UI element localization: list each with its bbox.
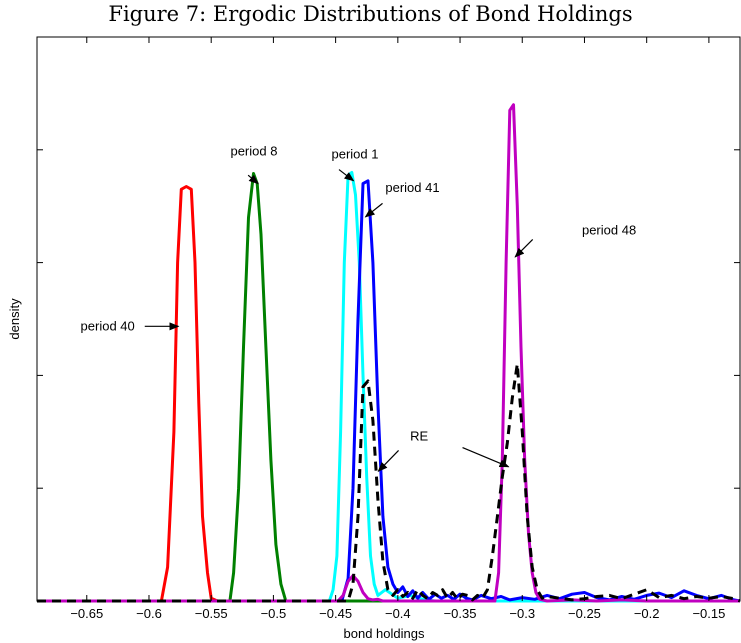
annotation-arrow — [247, 174, 259, 185]
annotation-label: period 41 — [385, 180, 439, 195]
axis-layer: −0.65 −0.6 −0.55 −0.5 −0.45 −0.4 −0.35 −0.3 −0.2… — [37, 37, 740, 621]
x-tick-label: −0.4 — [385, 606, 411, 621]
x-tick-label: −0.2 — [634, 606, 660, 621]
series-line-re — [37, 362, 741, 603]
annotation-arrow — [514, 239, 534, 258]
series-line-period-48 — [37, 103, 740, 603]
x-axis-label: bond holdings — [344, 626, 425, 641]
y-axis-label: density — [7, 298, 22, 340]
x-tick-label: −0.65 — [70, 606, 103, 621]
x-tick-label: −0.55 — [195, 606, 228, 621]
x-tick-label: −0.45 — [319, 606, 352, 621]
x-tick-label: −0.35 — [444, 606, 477, 621]
annotation-label: period 40 — [81, 318, 135, 333]
annotation-arrow — [364, 202, 383, 218]
annotation-label: period 8 — [230, 143, 277, 158]
plot-area-frame — [36, 36, 741, 602]
annotation-label: period 48 — [582, 222, 636, 237]
annotation-layer: period 8 period 1 period 41 period 48 period… — [81, 143, 636, 472]
annotation-arrow — [338, 169, 355, 182]
annotation-label: period 1 — [332, 146, 379, 161]
x-tick-label: −0.5 — [261, 606, 287, 621]
x-tick-label: −0.6 — [136, 606, 162, 621]
x-tick-label: −0.3 — [509, 606, 535, 621]
annotation-label: RE — [410, 428, 428, 443]
annotation-arrow — [377, 449, 400, 472]
x-tick-label: −0.25 — [568, 606, 601, 621]
annotation-arrow — [462, 447, 510, 468]
x-tick-label: −0.15 — [692, 606, 725, 621]
chart-title: Figure 7: Ergodic Distributions of Bond … — [108, 2, 633, 26]
